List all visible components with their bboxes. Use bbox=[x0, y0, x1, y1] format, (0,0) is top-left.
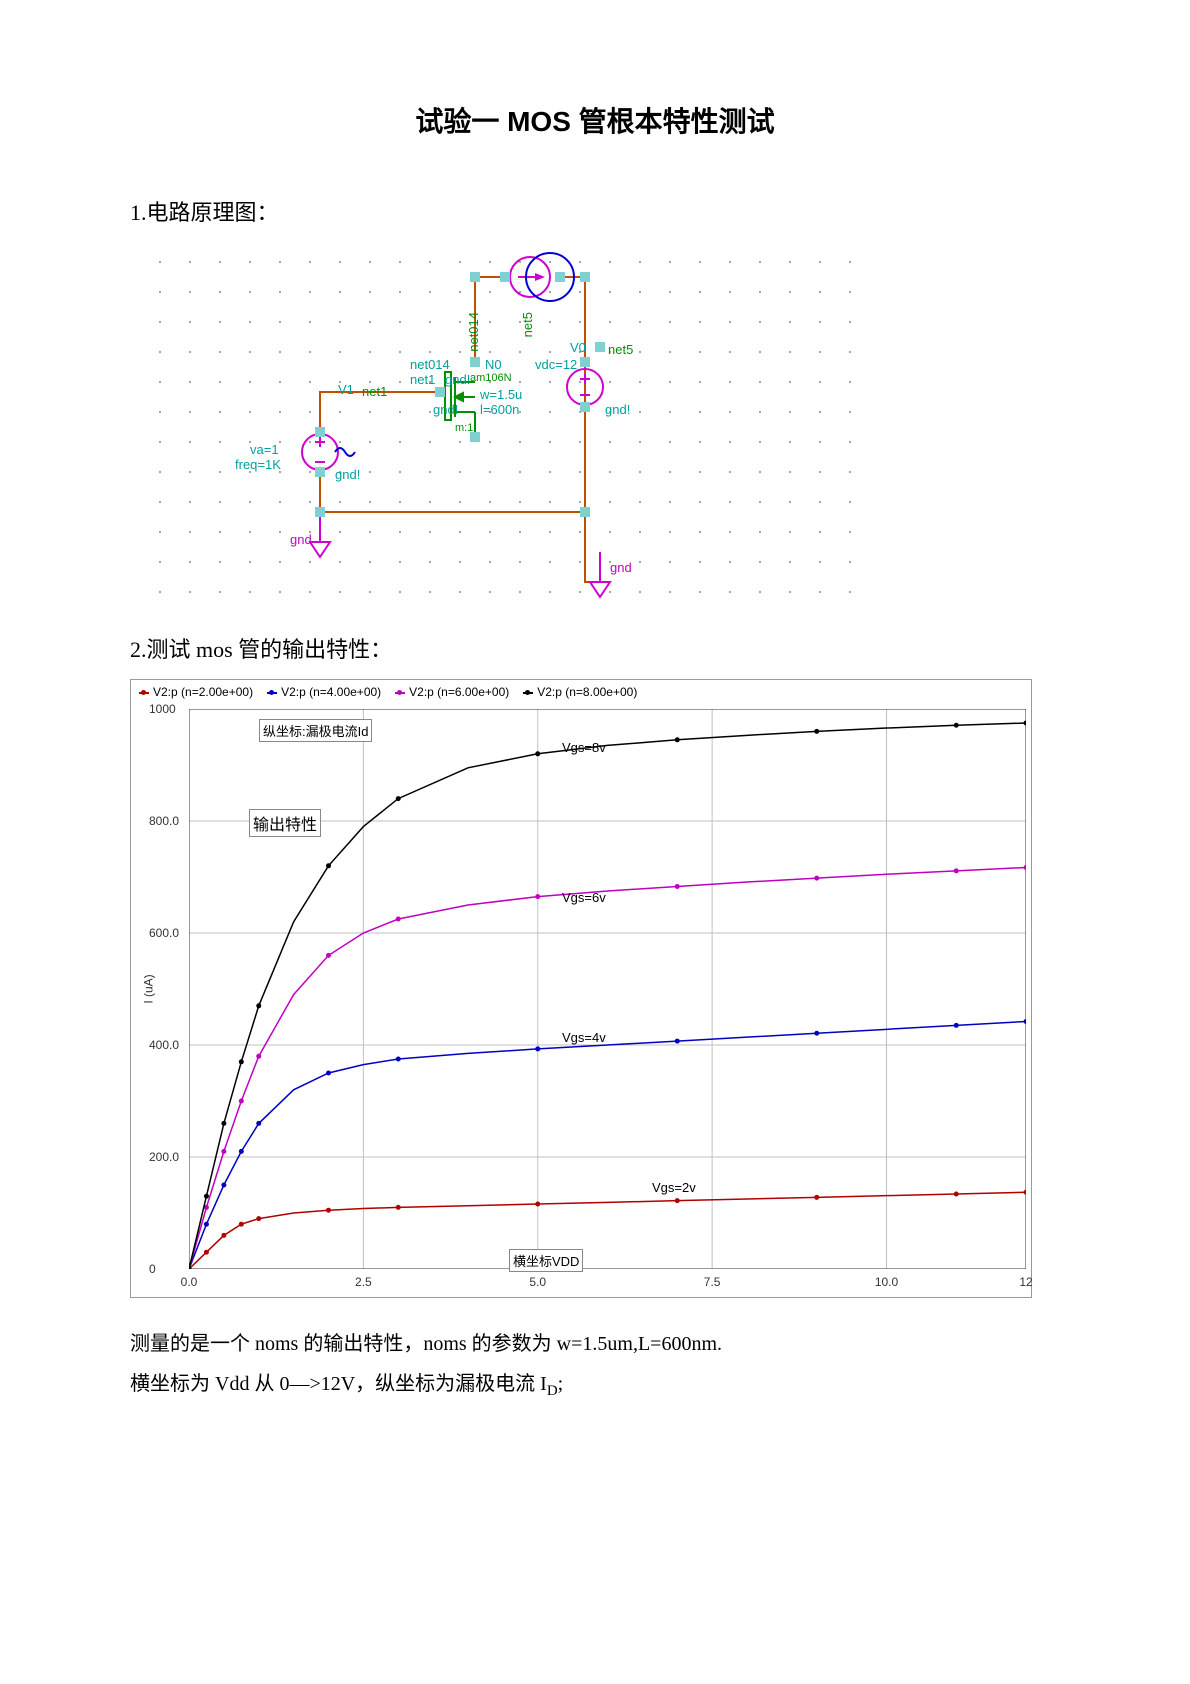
section-1-heading: 1.电路原理图： bbox=[130, 195, 1060, 227]
chart-anno-v6: Vgs=6v bbox=[559, 889, 609, 906]
schematic-label: am106N bbox=[470, 372, 512, 384]
schematic-label: va=1 bbox=[250, 442, 279, 457]
schematic-label: m:1 bbox=[455, 422, 473, 434]
chart-anno-v2: Vgs=2v bbox=[649, 1179, 699, 1196]
schematic-label: net5 bbox=[608, 342, 633, 357]
schematic-label: l=600n bbox=[480, 402, 519, 417]
schematic-label: gnd bbox=[290, 532, 312, 547]
schematic-label: gnd! bbox=[445, 372, 470, 387]
schematic-label: gnd bbox=[610, 560, 632, 575]
schematic-label: V1 bbox=[338, 382, 354, 397]
chart-anno-xlabel: 横坐标VDD bbox=[509, 1249, 583, 1272]
schematic-label: gnd! bbox=[335, 467, 360, 482]
chart-anno-v8: Vgs=8v bbox=[559, 739, 609, 756]
schematic-label: net1 bbox=[362, 384, 387, 399]
schematic-label: N0 bbox=[485, 357, 502, 372]
page-title: 试验一 MOS 管根本特性测试 bbox=[130, 100, 1060, 140]
body-text-2: 横坐标为 Vdd 从 0—>12V，纵坐标为漏极电流 ID; bbox=[130, 1368, 1060, 1403]
schematic-label: gnd! bbox=[433, 402, 458, 417]
schematic-label: vdc=12 bbox=[535, 357, 577, 372]
section-2-heading: 2.测试 mos 管的输出特性： bbox=[130, 632, 1060, 664]
schematic-figure: V1 va=1 freq=1K gnd! gnd net1 net1 net01… bbox=[130, 242, 1060, 602]
chart-anno-title: 输出特性 bbox=[249, 809, 321, 837]
body-text-1: 测量的是一个 noms 的输出特性，noms 的参数为 w=1.5um,L=60… bbox=[130, 1328, 1060, 1360]
output-chart-figure: V2:p (n=2.00e+00)V2:p (n=4.00e+00)V2:p (… bbox=[130, 679, 1060, 1298]
chart-legend: V2:p (n=2.00e+00)V2:p (n=4.00e+00)V2:p (… bbox=[131, 680, 1031, 704]
schematic-label: w=1.5u bbox=[480, 387, 522, 402]
schematic-label: gnd! bbox=[605, 402, 630, 417]
schematic-label: net014 bbox=[466, 312, 481, 352]
chart-anno-v4: Vgs=4v bbox=[559, 1029, 609, 1046]
schematic-label: net1 bbox=[410, 372, 435, 387]
schematic-label: freq=1K bbox=[235, 457, 281, 472]
schematic-label: V0 bbox=[570, 340, 586, 355]
y-axis-label: I (uA) bbox=[142, 974, 156, 1003]
schematic-label: net014 bbox=[410, 357, 450, 372]
chart-anno-ylabel: 纵坐标:漏极电流Id bbox=[259, 719, 372, 742]
schematic-label: net5 bbox=[520, 312, 535, 337]
